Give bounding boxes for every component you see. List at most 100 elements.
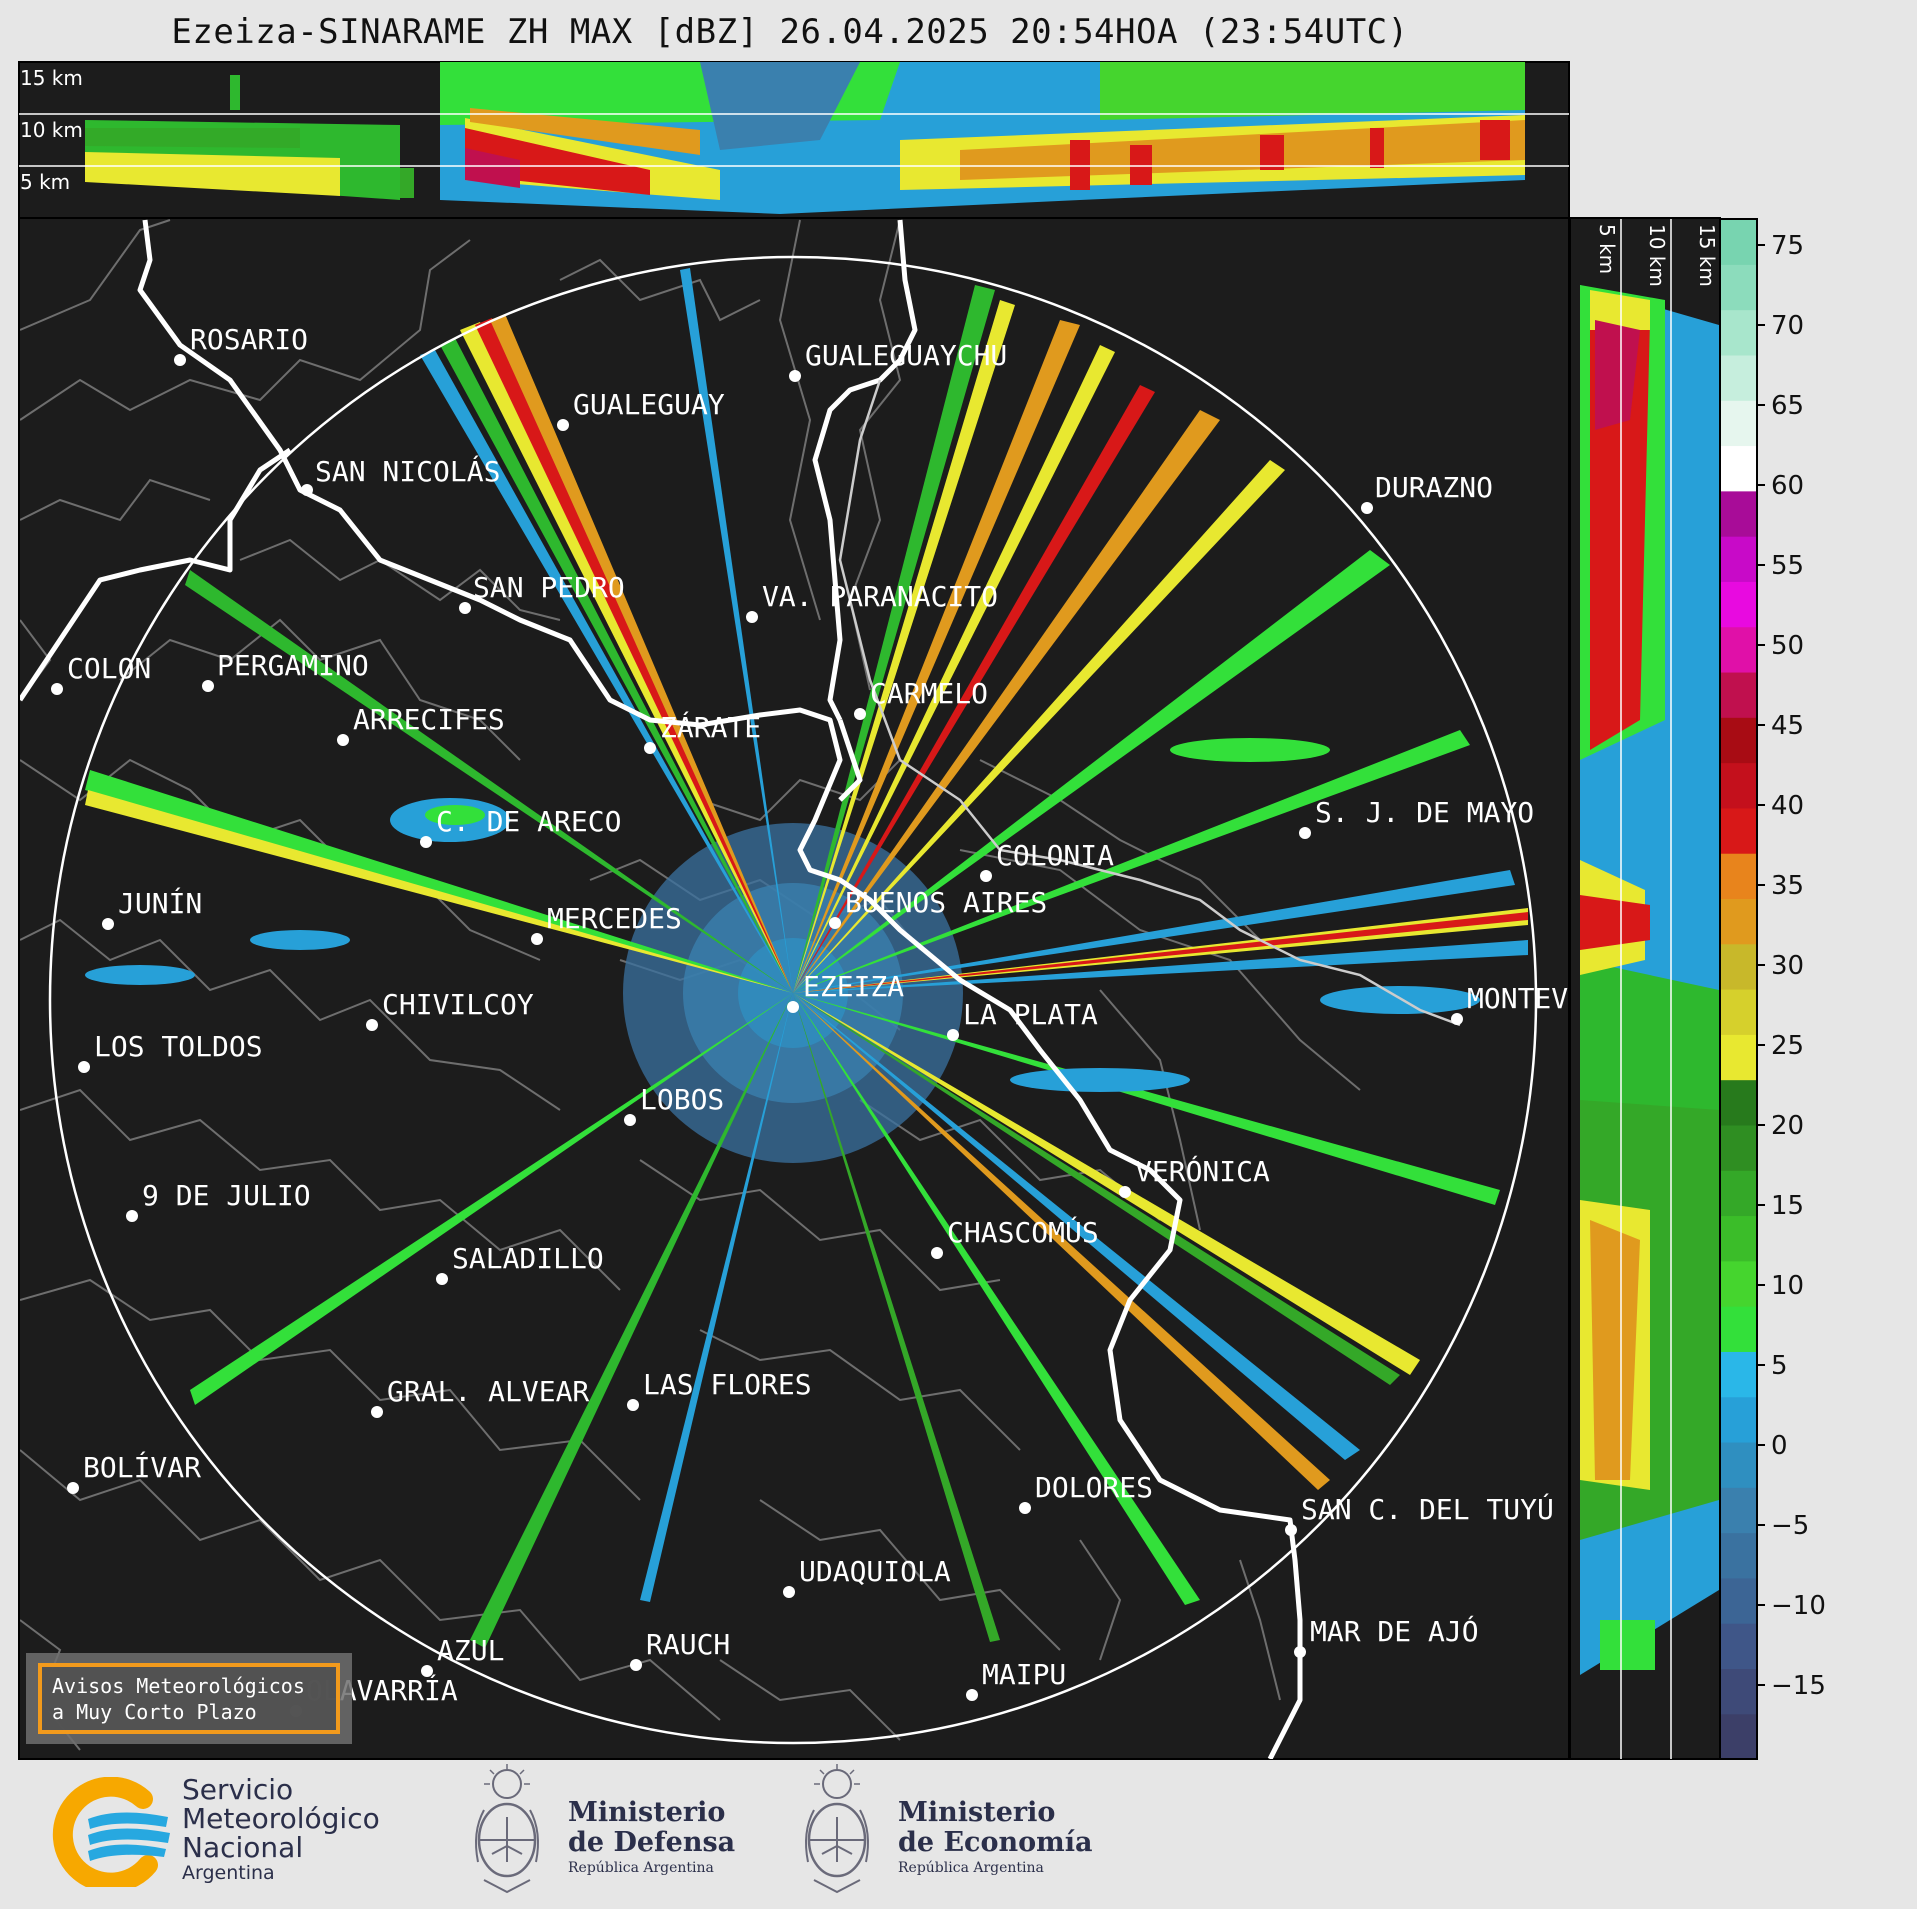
avisos-line-1: Avisos Meteorológicos (52, 1674, 305, 1698)
city-label: GRAL. ALVEAR (387, 1375, 589, 1408)
colorbar-swatch (1720, 807, 1757, 854)
defensa-logo: Ministerio de Defensa República Argentin… (470, 1762, 760, 1902)
colorbar-swatch (1720, 309, 1757, 356)
city-label: RAUCH (646, 1628, 730, 1661)
radar-echoes (85, 268, 1528, 1648)
defensa-line-3: República Argentina (568, 1860, 714, 1876)
smn-emblem-icon (52, 1777, 170, 1887)
colorbar-tick-label: 40 (1771, 791, 1804, 821)
city-label: C. DE ARECO (436, 805, 621, 838)
colorbar-swatch (1720, 1351, 1757, 1398)
city-label: LOBOS (640, 1083, 724, 1116)
colorbar-swatch (1720, 1487, 1757, 1534)
colorbar-swatch (1720, 445, 1757, 492)
city-label: EZEIZA (803, 970, 904, 1003)
smn-line-4: Argentina (182, 1862, 275, 1884)
colorbar-swatch (1720, 989, 1757, 1035)
colorbar-tick-label: 10 (1771, 1271, 1804, 1301)
defensa-line-1: Ministerio (568, 1797, 726, 1828)
economia-line-2: de Economía (898, 1827, 1093, 1858)
colorbar-tick-label: 15 (1771, 1191, 1804, 1221)
colorbar-tick-label: −15 (1771, 1671, 1826, 1701)
colorbar-swatch (1720, 671, 1757, 718)
defensa-line-2: de Defensa (568, 1827, 736, 1858)
city-label: BUENOS AIRES (845, 886, 1047, 919)
top-height-label-5: 5 km (20, 170, 70, 194)
colorbar-swatch (1720, 626, 1757, 673)
page-title: Ezeiza-SINARAME ZH MAX [dBZ] 26.04.2025 … (171, 12, 1409, 52)
colorbar-swatch (1720, 1215, 1757, 1262)
avisos-badge: Avisos Meteorológicos a Muy Corto Plazo (38, 1663, 340, 1734)
right-height-label-10: 10 km (1645, 224, 1669, 287)
city-label: MAIPU (982, 1658, 1066, 1691)
colorbar-tick-label: 65 (1771, 391, 1804, 421)
colorbar-swatch (1720, 536, 1757, 582)
city-label: ZÁRATE (660, 710, 761, 744)
city-label: CHASCOMÚS (947, 1215, 1099, 1249)
colorbar-swatch (1720, 1079, 1757, 1126)
city-label: ARRECIFES (353, 703, 505, 736)
city-label: PERGAMINO (217, 649, 369, 682)
colorbar-tick-label: −5 (1771, 1511, 1809, 1541)
smn-logo: Servicio Meteorológico Nacional Argentin… (48, 1775, 428, 1895)
colorbar-swatch (1720, 1577, 1757, 1624)
avisos-line-2: a Muy Corto Plazo (52, 1700, 257, 1724)
smn-line-3: Nacional (182, 1831, 304, 1864)
colorbar-swatch (1720, 264, 1757, 311)
colorbar-swatch (1720, 1713, 1757, 1760)
city-label: VA. PARANACITO (762, 580, 998, 613)
city-label: LOS TOLDOS (94, 1030, 263, 1063)
city-label: BOLÍVAR (83, 1450, 201, 1484)
colorbar-swatch (1720, 1260, 1757, 1307)
city-label: CHIVILCOY (382, 988, 534, 1021)
colorbar-swatch (1720, 943, 1757, 990)
city-label: S. J. DE MAYO (1315, 796, 1534, 829)
coat-of-arms-icon (475, 1764, 539, 1894)
city-label: JUNÍN (118, 886, 202, 920)
city-label: LA PLATA (963, 998, 1098, 1031)
colorbar-frame (1719, 218, 1758, 1760)
right-height-label-5: 5 km (1595, 224, 1619, 274)
colorbar-swatch (1720, 1668, 1757, 1715)
economia-logo: Ministerio de Economía República Argenti… (800, 1762, 1100, 1902)
city-markers (51, 354, 1463, 1717)
colorbar-swatch (1720, 1532, 1757, 1579)
city-label: COLONIA (996, 839, 1114, 872)
colorbar-tick-label: 50 (1771, 631, 1804, 661)
city-label: 9 DE JULIO (142, 1179, 311, 1212)
city-label: UDAQUIOLA (799, 1555, 951, 1588)
colorbar-swatch (1720, 490, 1757, 537)
smn-line-1: Servicio (182, 1773, 294, 1806)
city-label: AZUL (437, 1634, 504, 1667)
right-section-echoes (1580, 285, 1719, 1675)
colorbar-swatch (1720, 1306, 1757, 1352)
colorbar-swatch (1720, 853, 1757, 900)
colorbar-swatch (1720, 1034, 1757, 1081)
colorbar-tick-label: 60 (1771, 471, 1804, 501)
colorbar-swatch (1720, 1124, 1757, 1171)
colorbar-swatch (1720, 1170, 1757, 1217)
city-label: DURAZNO (1375, 471, 1493, 504)
city-label: LAS FLORES (643, 1368, 812, 1401)
coat-of-arms-icon (805, 1764, 869, 1894)
colorbar-tick-label: 70 (1771, 311, 1804, 341)
colorbar-tick-label: 0 (1771, 1431, 1788, 1461)
city-label: SAN PEDRO (473, 571, 625, 604)
city-label: VERÓNICA (1135, 1154, 1270, 1188)
colorbar (1720, 219, 1757, 1760)
colorbar-swatch (1720, 1441, 1757, 1488)
city-label: MONTEV (1467, 982, 1568, 1015)
smn-line-2: Meteorológico (182, 1802, 380, 1835)
colorbar-tick-label: 75 (1771, 231, 1804, 261)
colorbar-tick-label: 20 (1771, 1111, 1804, 1141)
colorbar-tick-label: −10 (1771, 1591, 1826, 1621)
coastlines (20, 219, 1303, 1759)
city-label: DOLORES (1035, 1471, 1153, 1504)
colorbar-swatch (1720, 1396, 1757, 1443)
colorbar-tick-label: 5 (1771, 1351, 1788, 1381)
colorbar-swatch (1720, 581, 1757, 628)
city-label: SALADILLO (452, 1242, 604, 1275)
colorbar-swatch (1720, 898, 1757, 945)
